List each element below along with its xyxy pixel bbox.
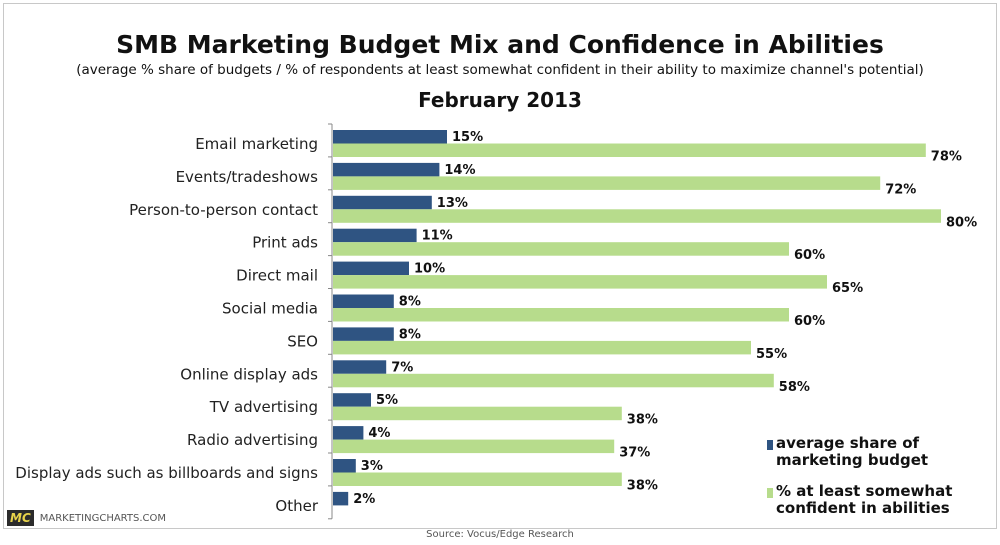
confidence-bar bbox=[333, 308, 789, 322]
budget-bar bbox=[333, 491, 349, 506]
data-label: 3% bbox=[361, 459, 383, 474]
data-label: 4% bbox=[368, 426, 390, 441]
category-label: Online display ads bbox=[180, 365, 318, 383]
budget-bar bbox=[333, 393, 371, 407]
confidence-bar bbox=[333, 176, 881, 190]
data-label: 60% bbox=[794, 314, 825, 329]
data-label: 5% bbox=[376, 393, 398, 408]
budget-bar bbox=[333, 261, 409, 276]
confidence-bar bbox=[333, 472, 622, 486]
confidence-bar bbox=[333, 242, 789, 256]
budget-bar bbox=[333, 459, 356, 473]
data-label: 15% bbox=[452, 130, 483, 145]
confidence-bar bbox=[333, 373, 774, 388]
data-label: 60% bbox=[794, 248, 825, 263]
data-label: 8% bbox=[399, 327, 421, 342]
data-label: 58% bbox=[779, 380, 810, 395]
legend-swatch bbox=[767, 440, 773, 450]
budget-bar bbox=[333, 426, 364, 440]
data-label: 72% bbox=[885, 182, 916, 197]
category-label: Direct mail bbox=[236, 267, 318, 285]
source-note: Source: Vocus/Edge Research bbox=[426, 529, 574, 540]
category-label: Print ads bbox=[252, 234, 318, 252]
budget-bar bbox=[333, 130, 447, 144]
chart-frame bbox=[3, 3, 997, 529]
confidence-bar bbox=[333, 143, 926, 157]
data-label: 80% bbox=[946, 215, 977, 230]
confidence-bar bbox=[333, 439, 615, 454]
chart-date: February 2013 bbox=[418, 88, 582, 112]
data-label: 38% bbox=[627, 413, 658, 428]
category-label: Events/tradeshows bbox=[176, 168, 319, 186]
budget-bar bbox=[333, 195, 432, 210]
budget-bar bbox=[333, 360, 387, 374]
data-label: 11% bbox=[422, 229, 453, 244]
budget-bar bbox=[333, 228, 417, 243]
category-label: Display ads such as billboards and signs bbox=[15, 464, 318, 482]
category-label: SEO bbox=[287, 332, 318, 350]
category-label: Social media bbox=[222, 300, 318, 318]
logo-mark: MC bbox=[7, 510, 34, 526]
confidence-bar bbox=[333, 275, 827, 289]
data-label: 78% bbox=[931, 150, 962, 165]
chart-subtitle: (average % share of budgets / % of respo… bbox=[76, 62, 924, 78]
category-label: Radio advertising bbox=[187, 431, 318, 449]
legend-item-confidence: % at least somewhat confident in abiliti… bbox=[767, 482, 953, 517]
legend-text: confident in abilities bbox=[776, 499, 950, 517]
data-label: 10% bbox=[414, 262, 445, 277]
category-label: Email marketing bbox=[195, 135, 318, 153]
legend-text: % at least somewhat bbox=[776, 482, 953, 500]
legend-swatch bbox=[767, 488, 773, 498]
chart-title: SMB Marketing Budget Mix and Confidence … bbox=[116, 30, 884, 59]
legend-item-budget: average share of marketing budget bbox=[767, 434, 929, 469]
budget-bar bbox=[333, 294, 394, 308]
confidence-bar bbox=[333, 209, 941, 223]
data-label: 7% bbox=[391, 360, 413, 375]
data-label: 14% bbox=[444, 163, 475, 178]
data-label: 55% bbox=[756, 347, 787, 362]
confidence-bar bbox=[333, 406, 622, 421]
budget-bar bbox=[333, 162, 440, 177]
category-label: Other bbox=[275, 497, 318, 515]
confidence-bar bbox=[333, 340, 751, 355]
category-label: TV advertising bbox=[209, 398, 318, 416]
logo: MC MARKETINGCHARTS.COM bbox=[7, 510, 166, 526]
data-label: 38% bbox=[627, 479, 658, 494]
data-label: 37% bbox=[619, 446, 650, 461]
legend-text: average share of bbox=[776, 434, 920, 452]
data-label: 2% bbox=[353, 492, 375, 507]
budget-bar bbox=[333, 327, 394, 341]
data-label: 8% bbox=[399, 295, 421, 310]
data-label: 13% bbox=[437, 196, 468, 211]
category-label: Person-to-person contact bbox=[129, 201, 318, 219]
legend-text: marketing budget bbox=[776, 451, 929, 469]
logo-site: MARKETINGCHARTS.COM bbox=[39, 512, 167, 524]
data-label: 65% bbox=[832, 281, 863, 296]
